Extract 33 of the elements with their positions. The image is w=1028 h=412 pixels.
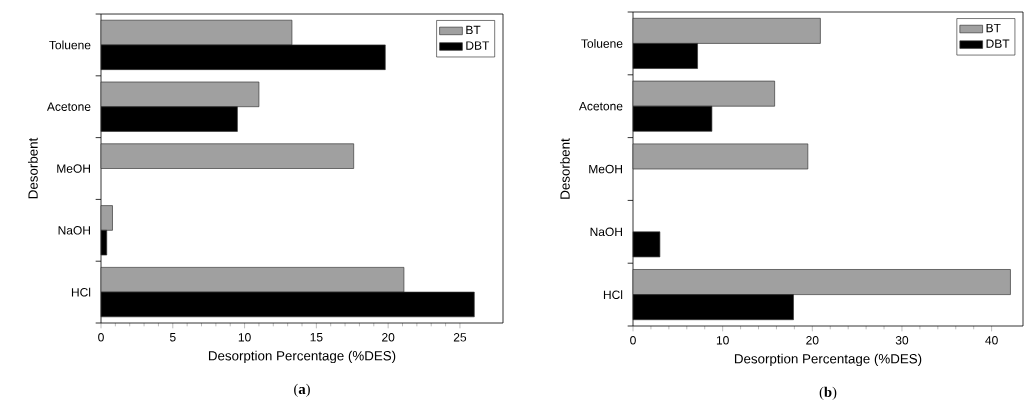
- x-axis-title: Desorption Percentage (%DES): [208, 350, 396, 364]
- x-tick-label: 10: [716, 336, 729, 345]
- y-tick-label: HCl: [603, 290, 623, 300]
- y-tick-label: Acetone: [46, 102, 91, 111]
- y-tick-label: NaOH: [590, 227, 622, 237]
- y-tick-label: MeOH: [57, 164, 90, 173]
- y-axis-title: Desorbent: [559, 138, 570, 199]
- y-tick-label: NaOH: [58, 226, 90, 235]
- x-tick-label: 20: [382, 333, 395, 342]
- x-tick-label: 0: [98, 333, 104, 342]
- text: (a): [294, 383, 310, 398]
- x-tick-label: 5: [169, 333, 176, 342]
- legend-label: DBT: [466, 41, 490, 50]
- x-tick-label: 0: [630, 336, 636, 345]
- x-tick-label: 40: [985, 336, 998, 345]
- y-tick-label: HCl: [71, 287, 91, 297]
- x-tick-label: 25: [453, 333, 467, 342]
- bar: [100, 143, 355, 169]
- legend-label: BT: [466, 25, 481, 35]
- legend-label: DBT: [986, 39, 1010, 48]
- y-tick-label: Acetone: [578, 102, 623, 111]
- x-tick-label: 15: [310, 333, 323, 342]
- x-tick-label: 20: [806, 336, 819, 345]
- x-axis-title: Desorption Percentage (%DES): [734, 353, 922, 367]
- y-axis-title: Desorbent: [27, 137, 38, 199]
- legend-label: BT: [986, 23, 1001, 33]
- y-tick-label: Toluene: [49, 40, 91, 50]
- bar: [632, 143, 809, 170]
- text: (b): [819, 386, 837, 401]
- y-tick-label: MeOH: [589, 164, 622, 174]
- y-tick-label: Toluene: [581, 39, 623, 48]
- x-tick-label: 10: [238, 333, 251, 342]
- x-tick-label: 30: [895, 336, 909, 345]
